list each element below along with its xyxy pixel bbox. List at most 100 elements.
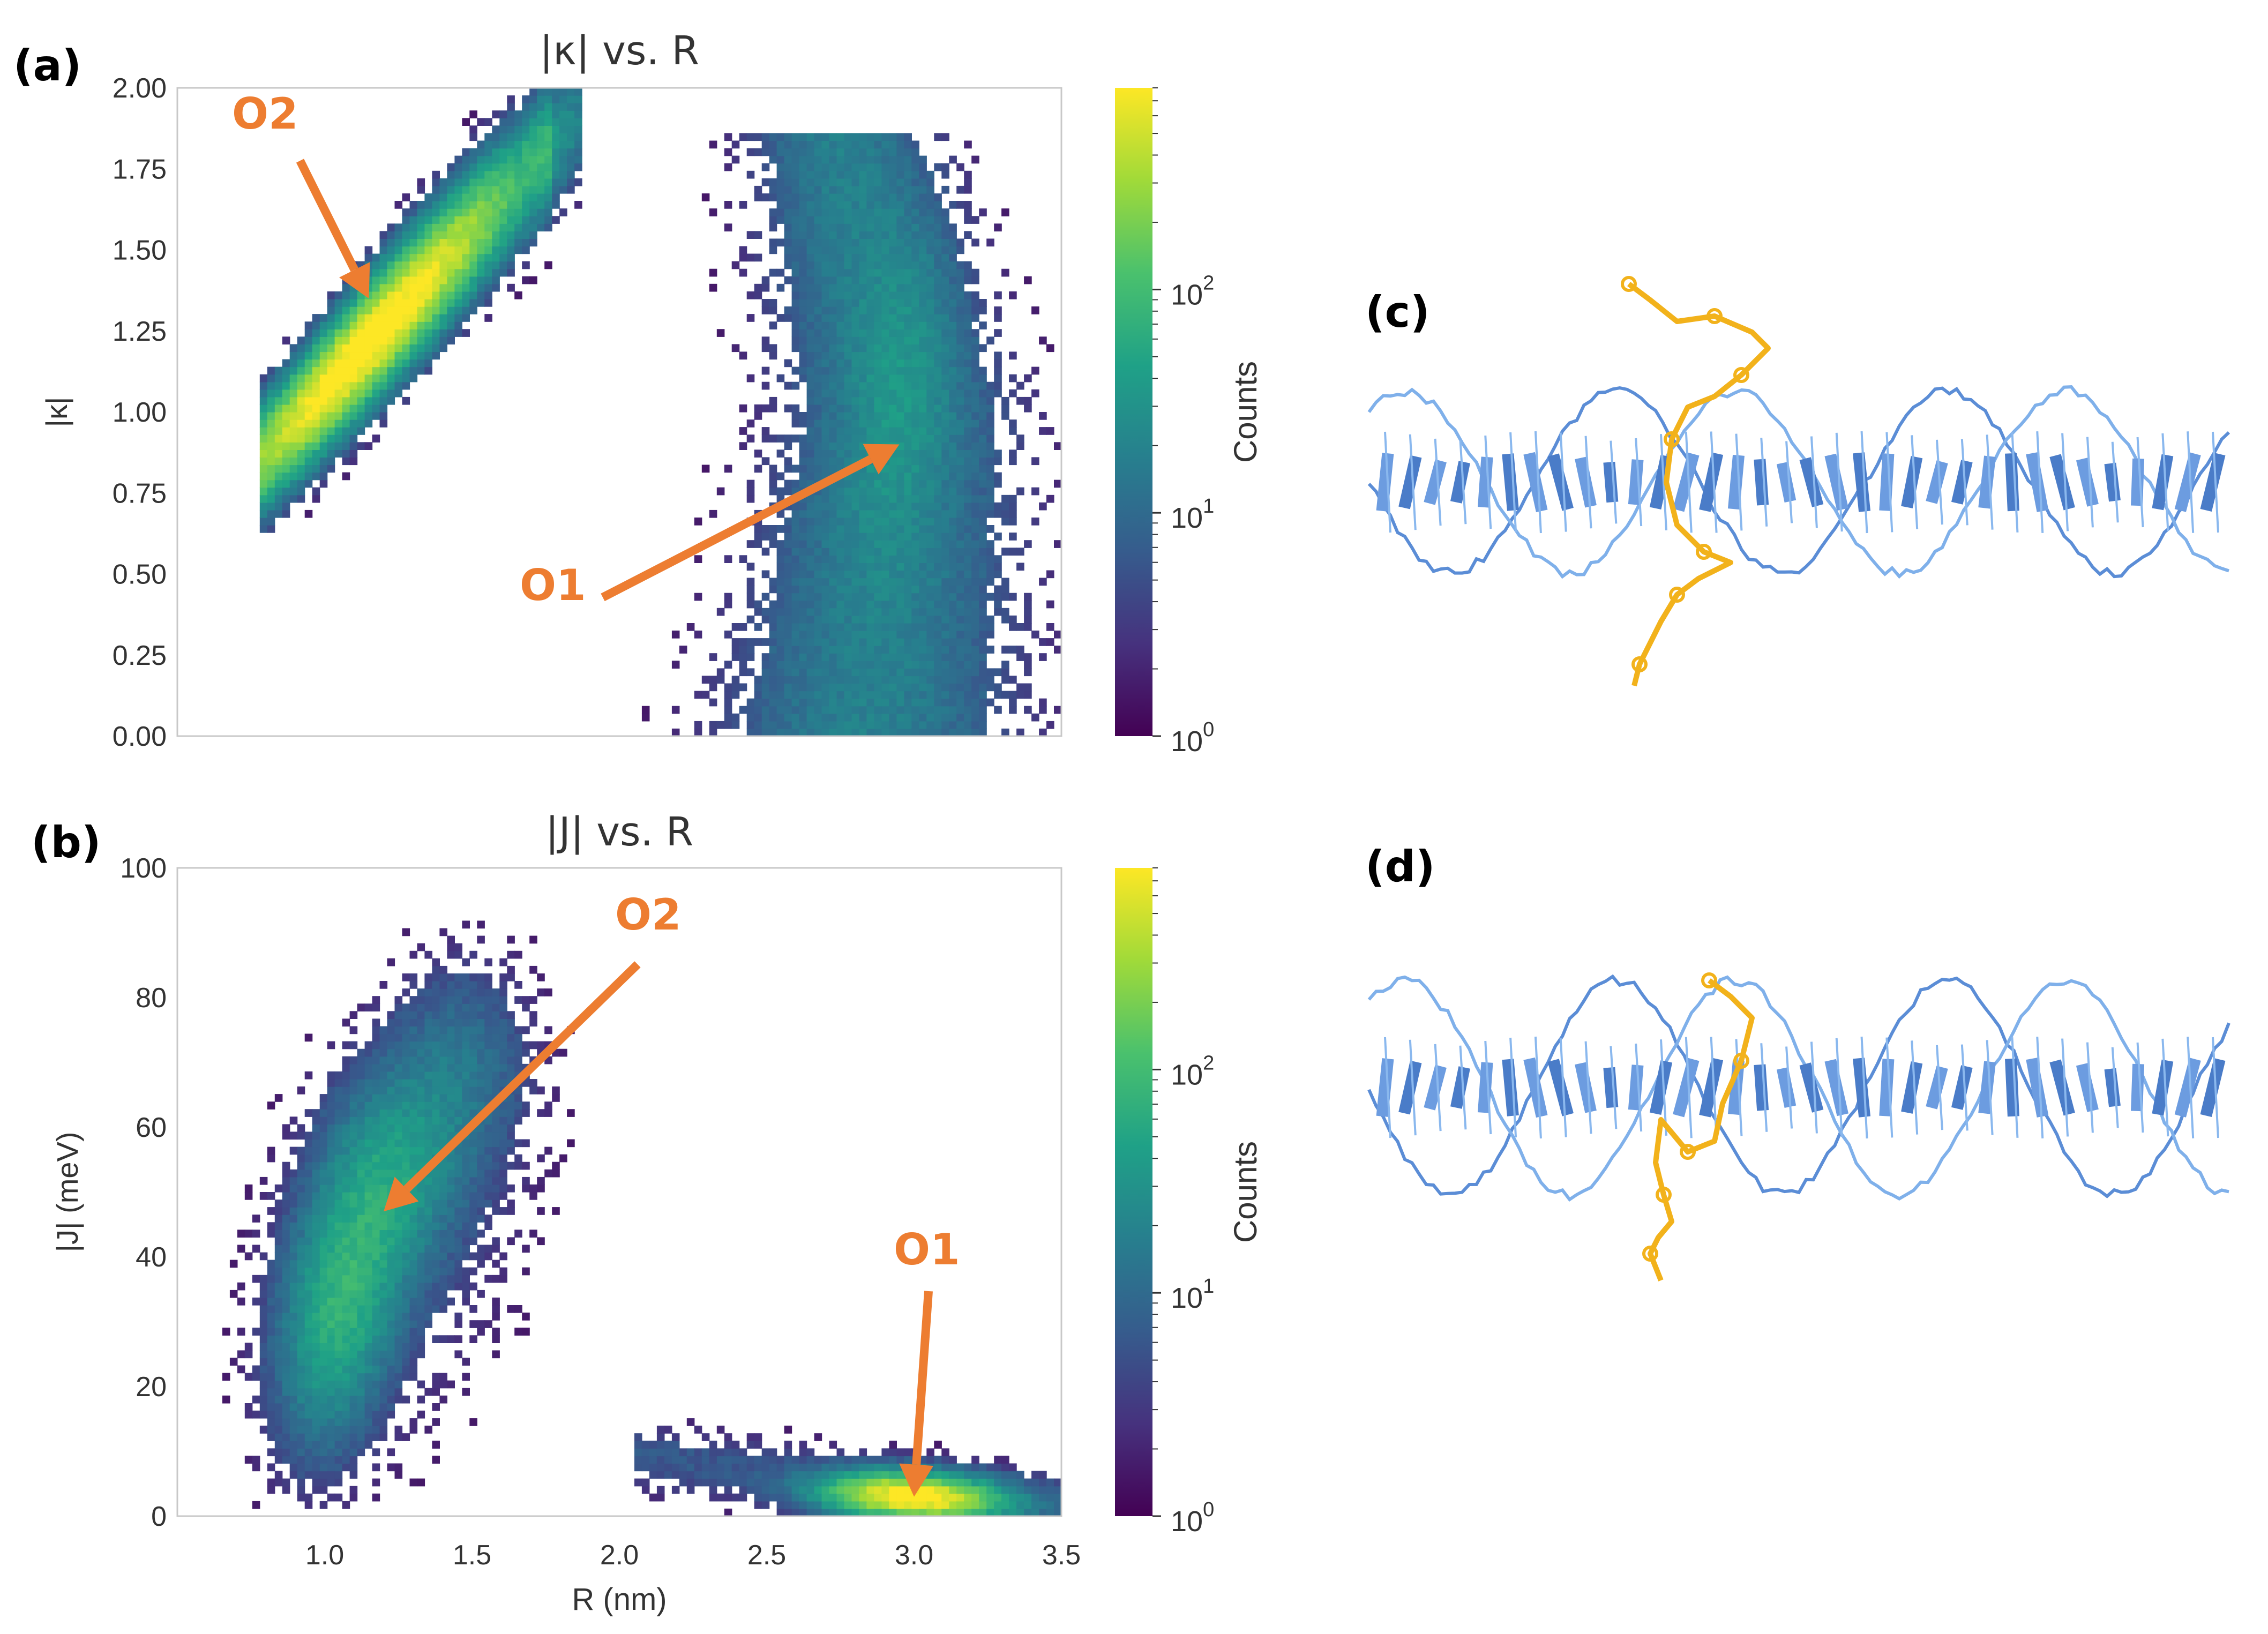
heatmap-cell bbox=[439, 291, 447, 299]
heatmap-cell bbox=[379, 1026, 388, 1035]
heatmap-cell bbox=[334, 1252, 343, 1261]
heatmap-cell bbox=[799, 631, 807, 639]
heatmap-cell bbox=[926, 329, 934, 337]
heatmap-cell bbox=[357, 1441, 365, 1449]
heatmap-cell bbox=[319, 1192, 328, 1200]
heatmap-cell bbox=[507, 246, 515, 254]
heatmap-cell bbox=[484, 118, 492, 126]
heatmap-cell bbox=[881, 631, 889, 639]
heatmap-cell bbox=[746, 231, 755, 239]
heatmap-cell bbox=[761, 148, 770, 156]
heatmap-cell bbox=[364, 396, 373, 405]
heatmap-cell bbox=[342, 1328, 350, 1336]
heatmap-cell bbox=[859, 449, 867, 458]
heatmap-cell bbox=[334, 329, 343, 337]
heatmap-cell bbox=[364, 1222, 373, 1230]
heatmap-cell bbox=[274, 427, 283, 435]
heatmap-cell bbox=[934, 268, 942, 277]
heatmap-cell bbox=[529, 110, 537, 118]
heatmap-cell bbox=[282, 494, 290, 503]
heatmap-cell bbox=[319, 396, 328, 405]
heatmap-cell bbox=[754, 706, 762, 714]
heatmap-cell bbox=[342, 1418, 350, 1426]
heatmap-cell bbox=[364, 351, 373, 360]
heatmap-cell bbox=[829, 208, 837, 216]
heatmap-cell bbox=[889, 600, 897, 609]
heatmap-cell bbox=[454, 1282, 462, 1291]
heatmap-cell bbox=[447, 336, 455, 344]
heatmap-cell bbox=[417, 1139, 425, 1148]
heatmap-cell bbox=[889, 419, 897, 428]
heatmap-cell bbox=[312, 1260, 320, 1268]
heatmap-cell bbox=[454, 1041, 462, 1050]
heatmap-cell bbox=[357, 1411, 365, 1419]
heatmap-cell bbox=[282, 1207, 290, 1215]
heatmap-cell bbox=[956, 713, 964, 722]
heatmap-cell bbox=[964, 170, 972, 179]
heatmap-cell bbox=[514, 291, 522, 299]
heatmap-cell bbox=[349, 1275, 358, 1283]
heatmap-cell bbox=[941, 509, 949, 518]
heatmap-cell bbox=[372, 1063, 380, 1072]
heatmap-cell bbox=[1001, 502, 1009, 511]
heatmap-cell bbox=[319, 1411, 328, 1419]
heatmap-cell bbox=[297, 1260, 305, 1268]
heatmap-cell bbox=[289, 359, 298, 368]
heatmap-cell bbox=[881, 646, 889, 654]
heatmap-cell bbox=[462, 314, 470, 322]
heatmap-cell bbox=[402, 1290, 410, 1298]
heatmap-cell bbox=[432, 1200, 440, 1208]
heatmap-cell bbox=[821, 578, 830, 586]
heatmap-cell bbox=[746, 585, 755, 594]
heatmap-cell bbox=[994, 359, 1002, 368]
heatmap-cell bbox=[851, 178, 860, 186]
heatmap-cell bbox=[544, 208, 552, 216]
heatmap-cell bbox=[776, 509, 785, 518]
heatmap-cell bbox=[769, 600, 777, 609]
heatmap-cell bbox=[851, 638, 860, 646]
heatmap-cell bbox=[349, 291, 358, 299]
heatmap-cell bbox=[319, 1433, 328, 1441]
heatmap-cell bbox=[282, 336, 290, 344]
heatmap-cell bbox=[334, 434, 343, 443]
heatmap-cell bbox=[949, 631, 957, 639]
heatmap-cell bbox=[402, 1222, 410, 1230]
heatmap-cell bbox=[896, 291, 904, 299]
heatmap-cell bbox=[379, 1048, 388, 1057]
heatmap-cell bbox=[282, 1237, 290, 1246]
heatmap-cell bbox=[364, 329, 373, 337]
heatmap-cell bbox=[409, 1146, 418, 1155]
heatmap-cell bbox=[776, 155, 785, 164]
heatmap-cell bbox=[859, 434, 867, 443]
heatmap-cell bbox=[754, 133, 762, 141]
heatmap-cell bbox=[357, 344, 365, 353]
heatmap-cell bbox=[904, 623, 912, 631]
heatmap-cell bbox=[529, 238, 537, 247]
heatmap-cell bbox=[964, 351, 972, 360]
heatmap-cell bbox=[327, 329, 335, 337]
heatmap-cell bbox=[799, 683, 807, 692]
heatmap-cell bbox=[379, 1237, 388, 1246]
heatmap-cell bbox=[896, 472, 904, 481]
heatmap-cell bbox=[462, 1358, 470, 1366]
heatmap-cell bbox=[769, 434, 777, 443]
heatmap-cell bbox=[829, 133, 837, 141]
heatmap-cell bbox=[806, 336, 815, 344]
heatmap-cell bbox=[941, 434, 949, 443]
heatmap-cell bbox=[911, 299, 919, 307]
heatmap-cell bbox=[432, 299, 440, 307]
heatmap-cell bbox=[327, 442, 335, 450]
heatmap-cell bbox=[926, 359, 934, 368]
heatmap-cell bbox=[304, 1493, 313, 1502]
heatmap-cell bbox=[342, 1298, 350, 1306]
heatmap-cell bbox=[836, 676, 845, 684]
heatmap-cell bbox=[1009, 291, 1017, 299]
heatmap-cell bbox=[259, 1350, 268, 1359]
heatmap-cell bbox=[477, 268, 485, 277]
heatmap-cell bbox=[349, 1079, 358, 1087]
heatmap-cell bbox=[372, 261, 380, 269]
heatmap-cell bbox=[821, 509, 830, 518]
heatmap-cell bbox=[851, 449, 860, 458]
heatmap-cell bbox=[791, 321, 800, 329]
heatmap-cell bbox=[821, 706, 830, 714]
